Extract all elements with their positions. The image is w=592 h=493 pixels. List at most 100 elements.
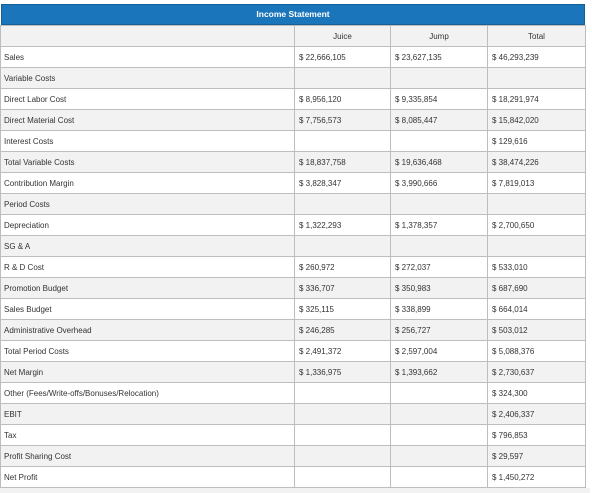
table-row: Variable Costs — [0, 67, 586, 89]
total-value: $ 15,842,020 — [487, 109, 586, 131]
juice-value: $ 325,115 — [294, 298, 391, 320]
total-value: $ 1,450,272 — [487, 466, 586, 488]
total-value: $ 324,300 — [487, 382, 586, 404]
table-row: Tax $ 796,853 — [0, 424, 586, 446]
row-label: Other (Fees/Write-offs/Bonuses/Relocatio… — [0, 382, 295, 404]
row-label: Tax — [0, 424, 295, 446]
total-value: $ 796,853 — [487, 424, 586, 446]
row-label: EBIT — [0, 403, 295, 425]
jump-value — [390, 67, 488, 89]
footer-strip — [0, 488, 590, 493]
table-row: Administrative Overhead $ 246,285 $ 256,72… — [0, 319, 586, 341]
row-label: SG & A — [0, 235, 295, 257]
juice-value: $ 246,285 — [294, 319, 391, 341]
income-statement: Income Statement Juice Jump Total Sales $… — [0, 4, 586, 488]
row-label: Promotion Budget — [0, 277, 295, 299]
table-title: Income Statement — [1, 4, 585, 25]
jump-value — [390, 235, 488, 257]
table-row: SG & A — [0, 235, 586, 257]
row-label: Sales Budget — [0, 298, 295, 320]
row-label: Sales — [0, 46, 295, 68]
jump-value — [390, 445, 488, 467]
row-label: Direct Labor Cost — [0, 88, 295, 110]
total-value — [487, 67, 586, 89]
juice-value: $ 1,336,975 — [294, 361, 391, 383]
jump-value — [390, 466, 488, 488]
juice-value — [294, 193, 391, 215]
table-row: Net Margin $ 1,336,975 $ 1,393,662 $ 2,730,… — [0, 361, 586, 383]
juice-value: $ 18,837,758 — [294, 151, 391, 173]
total-value: $ 503,012 — [487, 319, 586, 341]
table-row: Period Costs — [0, 193, 586, 215]
total-value: $ 29,597 — [487, 445, 586, 467]
jump-value: $ 1,378,357 — [390, 214, 488, 236]
table-row: Sales Budget $ 325,115 $ 338,899 $ 664,014 — [0, 298, 586, 320]
header-row: Juice Jump Total — [0, 25, 586, 47]
juice-value — [294, 382, 391, 404]
jump-value: $ 9,335,854 — [390, 88, 488, 110]
juice-value — [294, 67, 391, 89]
total-value: $ 46,293,239 — [487, 46, 586, 68]
jump-value — [390, 403, 488, 425]
table-row: Net Profit $ 1,450,272 — [0, 466, 586, 488]
juice-value: $ 22,666,105 — [294, 46, 391, 68]
table-row: R & D Cost $ 260,972 $ 272,037 $ 533,010 — [0, 256, 586, 278]
row-label: Interest Costs — [0, 130, 295, 152]
total-value: $ 687,690 — [487, 277, 586, 299]
juice-value — [294, 466, 391, 488]
total-value: $ 2,406,337 — [487, 403, 586, 425]
jump-value: $ 19,636,468 — [390, 151, 488, 173]
total-value: $ 38,474,226 — [487, 151, 586, 173]
jump-value: $ 256,727 — [390, 319, 488, 341]
juice-value: $ 1,322,293 — [294, 214, 391, 236]
juice-value: $ 3,828,347 — [294, 172, 391, 194]
jump-value: $ 338,899 — [390, 298, 488, 320]
row-label: Net Profit — [0, 466, 295, 488]
jump-value: $ 272,037 — [390, 256, 488, 278]
jump-value — [390, 382, 488, 404]
jump-value — [390, 193, 488, 215]
table-body: Juice Jump Total Sales $ 22,666,105 $ 23,6… — [0, 25, 586, 488]
table-row: Depreciation $ 1,322,293 $ 1,378,357 $ 2,70… — [0, 214, 586, 236]
total-value — [487, 235, 586, 257]
juice-value: $ 7,756,573 — [294, 109, 391, 131]
jump-value — [390, 130, 488, 152]
column-header-total: Total — [487, 25, 586, 47]
row-label: Total Variable Costs — [0, 151, 295, 173]
table-row: Interest Costs $ 129,616 — [0, 130, 586, 152]
header-blank-cell — [0, 25, 295, 47]
row-label: Net Margin — [0, 361, 295, 383]
juice-value — [294, 403, 391, 425]
juice-value — [294, 235, 391, 257]
row-label: Depreciation — [0, 214, 295, 236]
juice-value: $ 8,956,120 — [294, 88, 391, 110]
total-value: $ 2,700,650 — [487, 214, 586, 236]
table-row: Promotion Budget $ 336,707 $ 350,983 $ 687,… — [0, 277, 586, 299]
jump-value: $ 1,393,662 — [390, 361, 488, 383]
juice-value — [294, 445, 391, 467]
total-value: $ 533,010 — [487, 256, 586, 278]
column-header-jump: Jump — [390, 25, 488, 47]
row-label: Profit Sharing Cost — [0, 445, 295, 467]
table-row: Direct Material Cost $ 7,756,573 $ 8,085,4… — [0, 109, 586, 131]
juice-value — [294, 424, 391, 446]
total-value: $ 7,819,013 — [487, 172, 586, 194]
table-row: Total Period Costs $ 2,491,372 $ 2,597,004… — [0, 340, 586, 362]
row-label: Period Costs — [0, 193, 295, 215]
income-statement-table: Juice Jump Total Sales $ 22,666,105 $ 23,6… — [0, 25, 586, 488]
juice-value: $ 336,707 — [294, 277, 391, 299]
total-value: $ 18,291,974 — [487, 88, 586, 110]
jump-value: $ 2,597,004 — [390, 340, 488, 362]
table-row: Profit Sharing Cost $ 29,597 — [0, 445, 586, 467]
juice-value: $ 260,972 — [294, 256, 391, 278]
jump-value: $ 3,990,666 — [390, 172, 488, 194]
jump-value: $ 8,085,447 — [390, 109, 488, 131]
table-row: Sales $ 22,666,105 $ 23,627,135 $ 46,293,23… — [0, 46, 586, 68]
row-label: Variable Costs — [0, 67, 295, 89]
total-value: $ 664,014 — [487, 298, 586, 320]
row-label: Contribution Margin — [0, 172, 295, 194]
jump-value: $ 23,627,135 — [390, 46, 488, 68]
table-row: Contribution Margin $ 3,828,347 $ 3,990,66… — [0, 172, 586, 194]
juice-value: $ 2,491,372 — [294, 340, 391, 362]
total-value — [487, 193, 586, 215]
